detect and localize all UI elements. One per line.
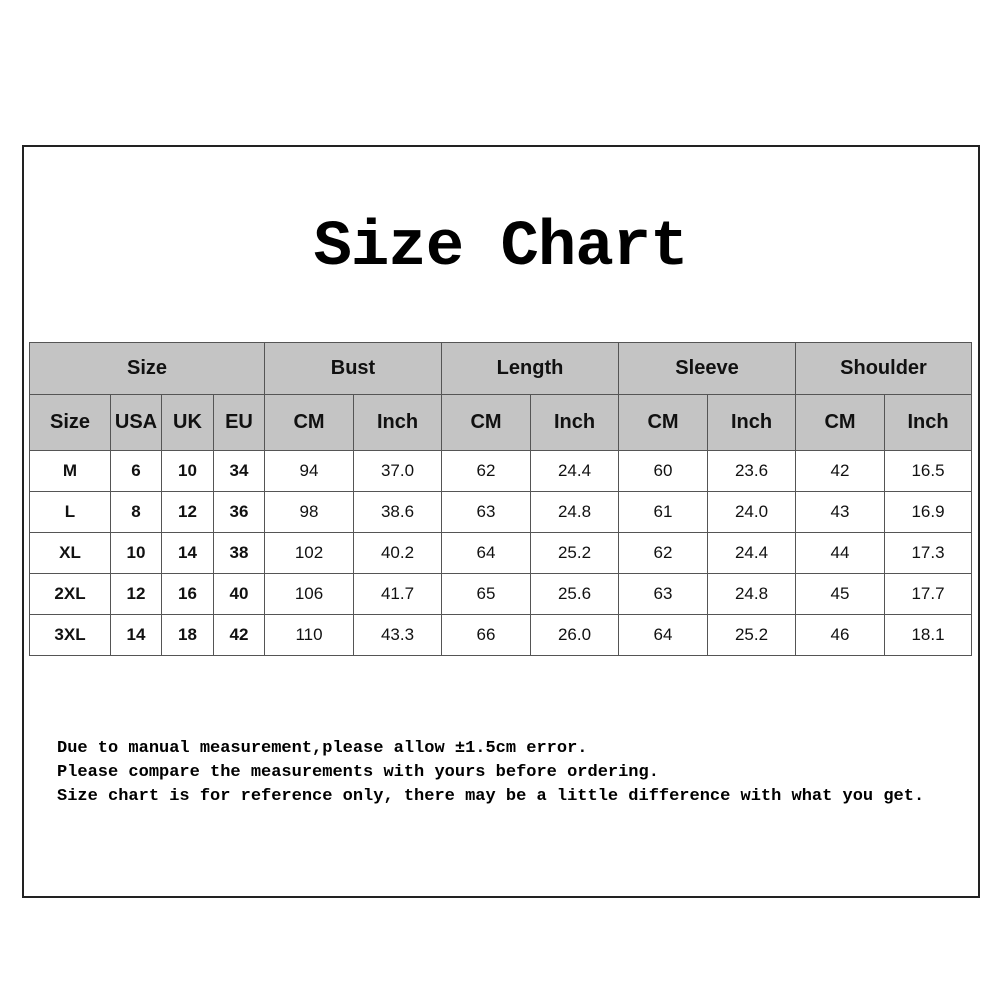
column-header: Inch — [530, 394, 619, 451]
column-header: EU — [213, 394, 265, 451]
table-cell: 14 — [161, 532, 214, 574]
table-cell: L — [29, 491, 111, 533]
table-cell: 6 — [110, 450, 162, 492]
size-table: Size Bust Length Sleeve Shoulder Size USA… — [29, 342, 972, 656]
table-cell: 2XL — [29, 573, 111, 615]
table-cell: 25.2 — [530, 532, 619, 574]
table-cell: 34 — [213, 450, 265, 492]
table-cell: 45 — [795, 573, 885, 615]
group-header: Shoulder — [795, 342, 972, 395]
table-cell: 63 — [618, 573, 708, 615]
table-cell: 23.6 — [707, 450, 796, 492]
table-cell: 16.9 — [884, 491, 972, 533]
table-cell: 40 — [213, 573, 265, 615]
column-header: USA — [110, 394, 162, 451]
column-header: CM — [618, 394, 708, 451]
table-cell: 3XL — [29, 614, 111, 656]
group-header: Sleeve — [618, 342, 796, 395]
table-cell: 38.6 — [353, 491, 442, 533]
table-cell: 24.4 — [530, 450, 619, 492]
table-cell: 16 — [161, 573, 214, 615]
note-line: Size chart is for reference only, there … — [57, 787, 925, 806]
column-header: UK — [161, 394, 214, 451]
table-cell: 36 — [213, 491, 265, 533]
table-cell: 17.3 — [884, 532, 972, 574]
table-row: M 6 10 34 94 37.0 62 24.4 60 23.6 42 16.5 — [29, 450, 972, 492]
table-cell: 37.0 — [353, 450, 442, 492]
column-header: CM — [264, 394, 354, 451]
table-cell: 110 — [264, 614, 354, 656]
table-cell: 26.0 — [530, 614, 619, 656]
table-cell: 66 — [441, 614, 531, 656]
table-row: 3XL 14 18 42 110 43.3 66 26.0 64 25.2 46 18.1 — [29, 614, 972, 656]
group-header: Bust — [264, 342, 442, 395]
table-cell: 24.8 — [707, 573, 796, 615]
table-cell: 40.2 — [353, 532, 442, 574]
table-row: 2XL 12 16 40 106 41.7 65 25.6 63 24.8 45 17.7 — [29, 573, 972, 615]
table-cell: 14 — [110, 614, 162, 656]
table-row: L 8 12 36 98 38.6 63 24.8 61 24.0 43 16.9 — [29, 491, 972, 533]
column-header: Inch — [707, 394, 796, 451]
table-cell: 24.8 — [530, 491, 619, 533]
note-line: Please compare the measurements with you… — [57, 763, 659, 782]
table-cell: 42 — [795, 450, 885, 492]
table-cell: 12 — [161, 491, 214, 533]
column-header: Inch — [884, 394, 972, 451]
page-title: Size Chart — [313, 212, 688, 284]
table-cell: 16.5 — [884, 450, 972, 492]
table-cell: 25.6 — [530, 573, 619, 615]
table-cell: 17.7 — [884, 573, 972, 615]
table-cell: 63 — [441, 491, 531, 533]
table-cell: 25.2 — [707, 614, 796, 656]
table-cell: 43.3 — [353, 614, 442, 656]
note-line: Due to manual measurement,please allow ±… — [57, 739, 588, 758]
table-cell: 43 — [795, 491, 885, 533]
table-cell: 18.1 — [884, 614, 972, 656]
table-cell: 24.4 — [707, 532, 796, 574]
column-header: CM — [795, 394, 885, 451]
table-cell: M — [29, 450, 111, 492]
table-cell: 64 — [441, 532, 531, 574]
table-cell: 10 — [161, 450, 214, 492]
table-cell: 41.7 — [353, 573, 442, 615]
table-cell: 38 — [213, 532, 265, 574]
table-cell: 94 — [264, 450, 354, 492]
table-cell: 42 — [213, 614, 265, 656]
table-cell: 98 — [264, 491, 354, 533]
table-cell: 64 — [618, 614, 708, 656]
table-cell: 65 — [441, 573, 531, 615]
table-cell: 10 — [110, 532, 162, 574]
chart-frame — [22, 145, 980, 898]
column-header: Size — [29, 394, 111, 451]
table-cell: 18 — [161, 614, 214, 656]
table-cell: 61 — [618, 491, 708, 533]
column-header-row: Size USA UK EU CM Inch CM Inch CM Inch CM Inch — [29, 394, 972, 451]
table-cell: 62 — [441, 450, 531, 492]
table-cell: 8 — [110, 491, 162, 533]
column-header: CM — [441, 394, 531, 451]
table-row: XL 10 14 38 102 40.2 64 25.2 62 24.4 44 17.3 — [29, 532, 972, 574]
table-cell: XL — [29, 532, 111, 574]
table-cell: 44 — [795, 532, 885, 574]
table-cell: 12 — [110, 573, 162, 615]
column-header: Inch — [353, 394, 442, 451]
group-header-row: Size Bust Length Sleeve Shoulder — [29, 342, 972, 395]
table-cell: 106 — [264, 573, 354, 615]
group-header: Length — [441, 342, 619, 395]
notes: Due to manual measurement,please allow ±… — [57, 713, 924, 809]
table-cell: 46 — [795, 614, 885, 656]
table-cell: 102 — [264, 532, 354, 574]
group-header: Size — [29, 342, 265, 395]
table-cell: 60 — [618, 450, 708, 492]
table-cell: 24.0 — [707, 491, 796, 533]
table-cell: 62 — [618, 532, 708, 574]
